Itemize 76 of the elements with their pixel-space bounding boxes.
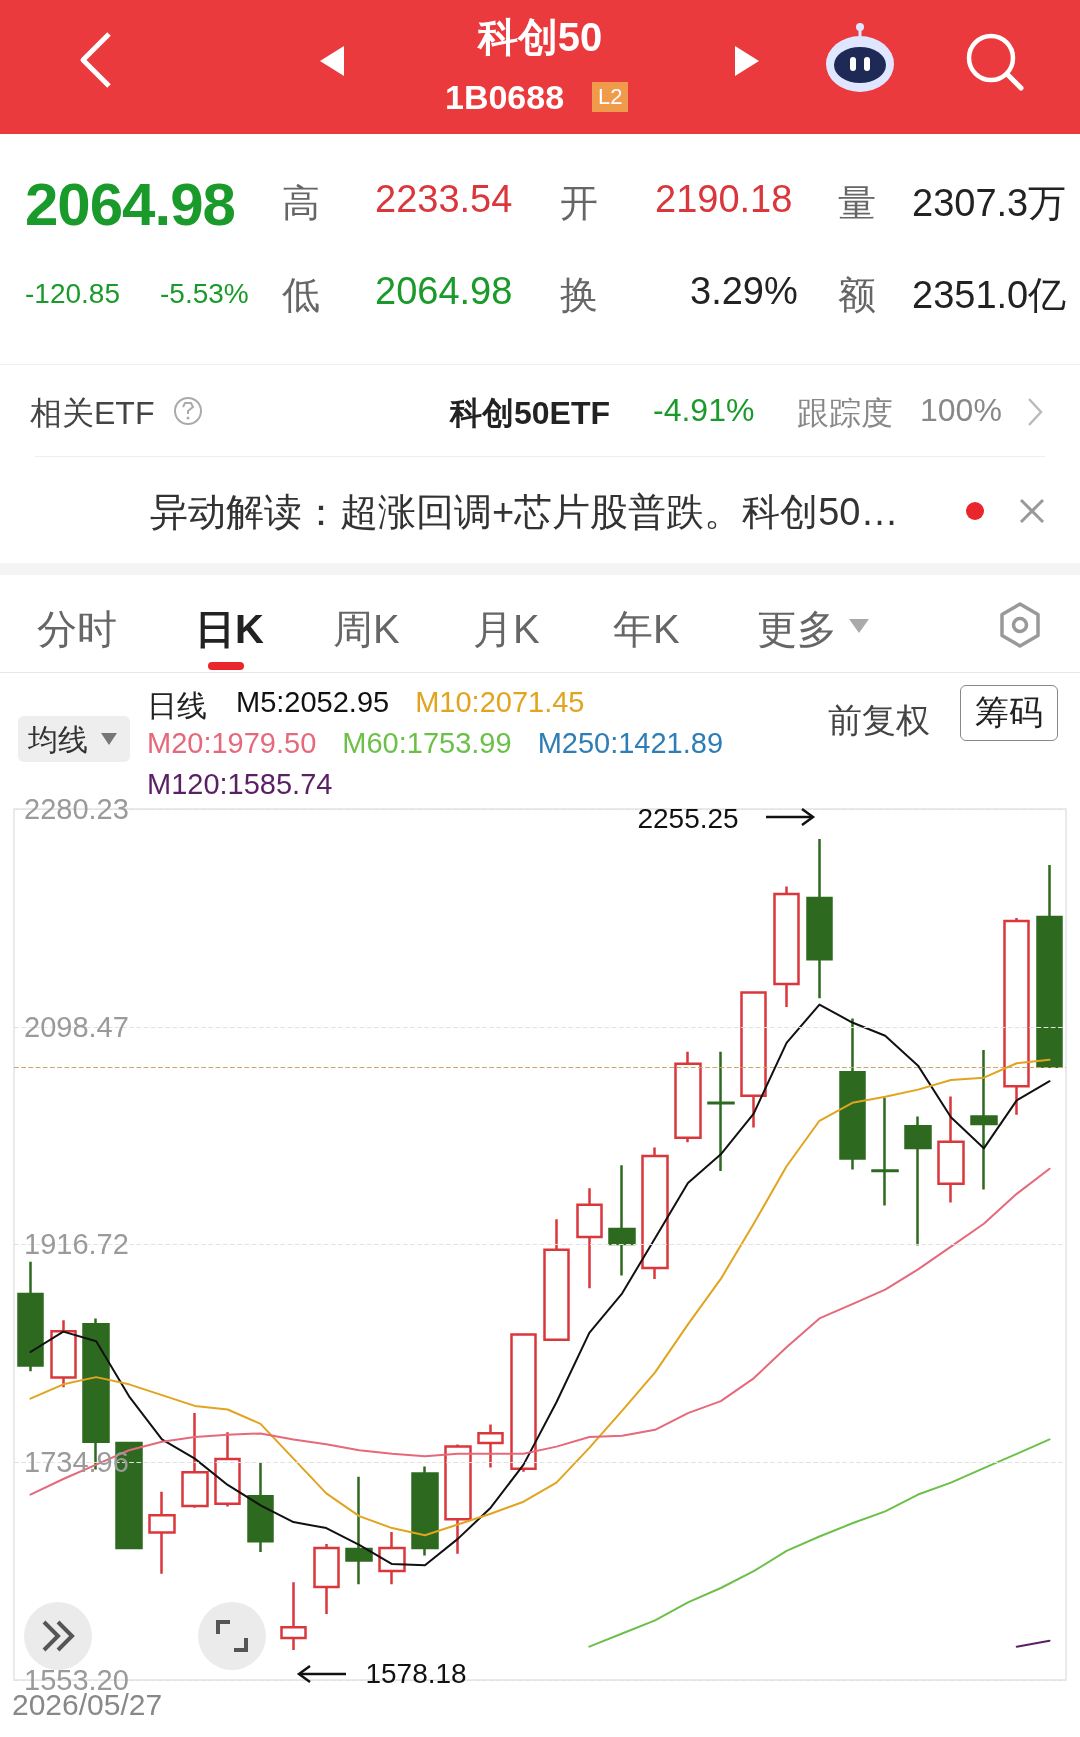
annotation: 1578.18 <box>365 1658 467 1691</box>
y-tick-label: 2098.47 <box>24 1010 129 1043</box>
text: 异动解读：超涨回调+芯片股普跌。科创50… <box>150 490 899 535</box>
candlestick <box>740 990 767 1129</box>
text: 日K <box>195 606 264 653</box>
candlestick <box>477 1423 504 1469</box>
text: 2064.98 <box>25 170 235 239</box>
candlestick <box>148 1490 176 1575</box>
text: 开 <box>560 181 598 226</box>
text: 科创50ETF <box>450 394 611 433</box>
text: 低 <box>282 273 320 318</box>
candlestick <box>181 1411 209 1509</box>
text: 3.29% <box>690 270 798 313</box>
y-tick-label: 1916.72 <box>24 1228 129 1261</box>
candlestick <box>214 1430 241 1508</box>
candlestick <box>674 1050 702 1144</box>
text: M60:1753.99 <box>342 727 512 760</box>
y-tick-label: 2280.23 <box>24 793 129 825</box>
text: 更多 <box>757 606 837 653</box>
candlestick <box>970 1048 998 1191</box>
candlestick <box>444 1443 472 1555</box>
candlestick <box>1003 916 1030 1117</box>
candlestick <box>543 1217 570 1342</box>
text: -4.91% <box>653 392 755 429</box>
annotation: 2255.25 <box>637 802 739 835</box>
text: M5:2052.95 <box>236 686 390 719</box>
candlestick <box>17 1260 44 1373</box>
text: 换 <box>560 273 598 318</box>
text: 高 <box>282 181 320 226</box>
chart-subtitle: 1B0688 <box>445 78 565 117</box>
text: 周K <box>333 606 400 653</box>
text: 日线 <box>147 688 207 724</box>
candlestick <box>773 885 800 1009</box>
text: 2307.3万 <box>912 181 1067 226</box>
text: M10:2071.45 <box>415 686 585 719</box>
text: 前复权 <box>828 700 930 741</box>
candlestick <box>510 1333 537 1473</box>
candlestick <box>608 1164 636 1277</box>
text: 分时 <box>37 606 117 653</box>
candlestick <box>1036 863 1063 1069</box>
text: 2190.18 <box>655 178 793 221</box>
text: 2233.54 <box>375 178 513 221</box>
text: 筹码 <box>960 685 1058 741</box>
text: 相关ETF <box>30 394 155 433</box>
line-series <box>588 1438 1051 1648</box>
candlestick <box>345 1475 373 1586</box>
candlestick <box>378 1530 406 1586</box>
text: -5.53% <box>160 278 249 310</box>
text: 额 <box>838 273 876 318</box>
text: 均线 <box>28 722 88 758</box>
text: L2 <box>592 82 629 112</box>
candlestick <box>904 1115 932 1247</box>
text: 量 <box>838 181 876 226</box>
text: 2351.0亿 <box>912 273 1067 318</box>
text: 月K <box>473 606 540 653</box>
candlestick <box>641 1146 669 1281</box>
candlestick <box>411 1465 439 1557</box>
text: -120.85 <box>25 278 120 310</box>
legend-label: M250:1421.89 <box>537 727 724 760</box>
text: 跟踪度 <box>797 394 893 433</box>
text: 年K <box>613 606 680 653</box>
candlestick <box>806 837 833 1000</box>
candlestick <box>280 1581 307 1652</box>
candlestick <box>576 1186 603 1290</box>
text: 100% <box>920 392 1002 429</box>
candlestick <box>50 1318 77 1389</box>
candlestick <box>707 1050 735 1173</box>
candlestick <box>871 1096 899 1207</box>
candlestick <box>937 1095 965 1204</box>
candlestick <box>839 1017 866 1171</box>
candlestick <box>313 1542 340 1616</box>
text: 2064.98 <box>375 270 513 313</box>
text: M120:1585.74 <box>147 768 333 801</box>
text: M20:1979.50 <box>147 727 317 760</box>
candlestick <box>247 1461 274 1554</box>
chart-title: 科创50 <box>476 14 604 61</box>
